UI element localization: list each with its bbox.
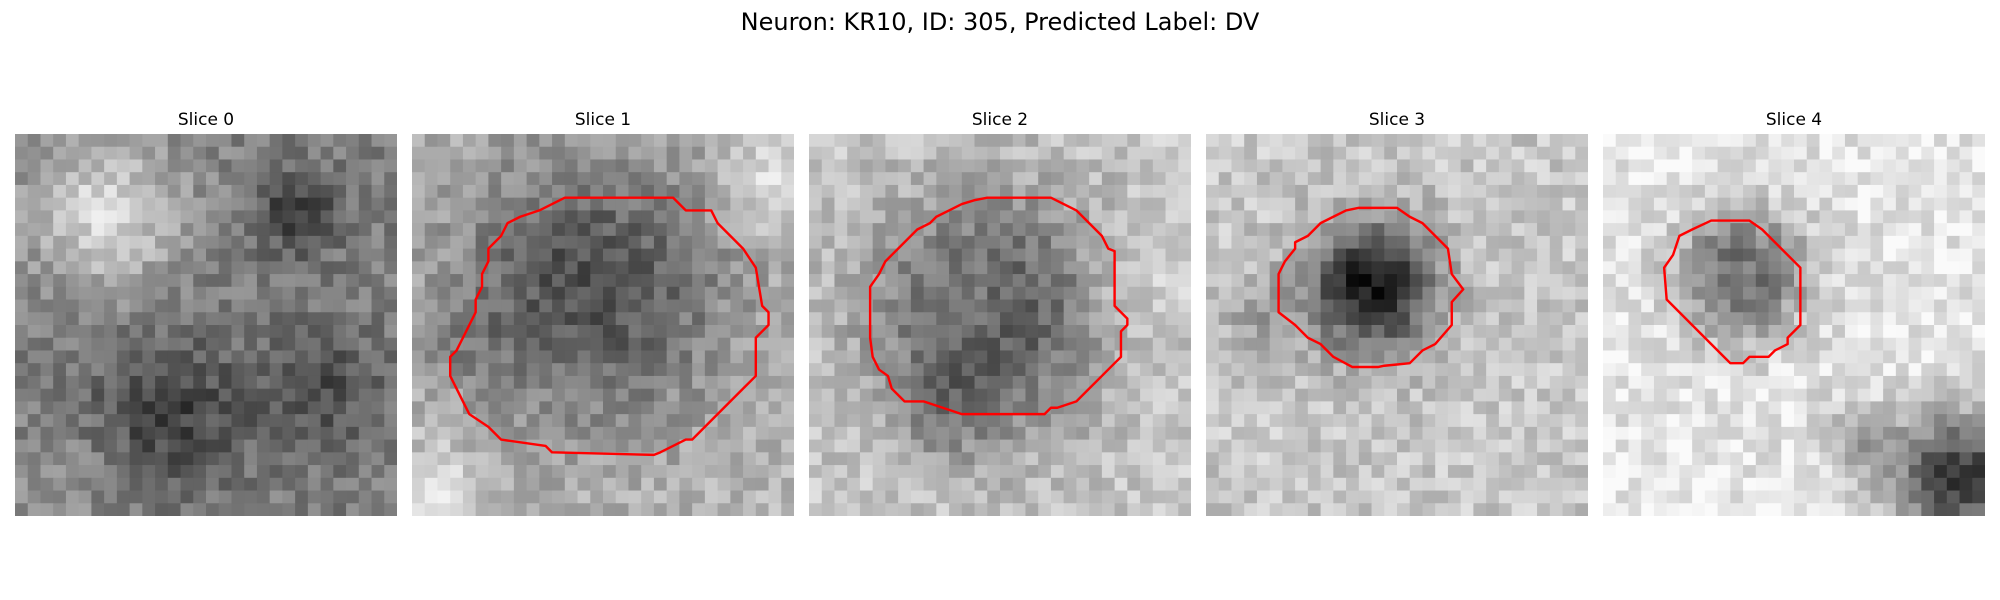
roi-contour-3 xyxy=(1277,206,1465,369)
slice-title-0: Slice 0 xyxy=(177,110,235,130)
slice-title-2: Slice 2 xyxy=(971,110,1029,130)
slice-panel-0: Slice 0 xyxy=(15,108,397,516)
slice-title-1: Slice 1 xyxy=(574,110,632,130)
roi-contour-2 xyxy=(868,196,1129,416)
slice-panel-4: Slice 4 xyxy=(1603,108,1985,516)
roi-contour-1 xyxy=(448,196,770,457)
slice-image-1 xyxy=(412,134,794,516)
slice-image-4 xyxy=(1603,134,1985,516)
slice-panel-3: Slice 3 xyxy=(1206,108,1588,516)
slice-title-3: Slice 3 xyxy=(1368,110,1426,130)
slice-image-2 xyxy=(809,134,1191,516)
slice-panel-1: Slice 1 xyxy=(412,108,794,516)
slice-title-4: Slice 4 xyxy=(1765,110,1823,130)
slice-panel-2: Slice 2 xyxy=(809,108,1191,516)
slice-image-3 xyxy=(1206,134,1588,516)
figure-title: Neuron: KR10, ID: 305, Predicted Label: … xyxy=(740,8,1260,36)
roi-contour-4 xyxy=(1662,219,1802,365)
slice-image-0 xyxy=(15,134,397,516)
